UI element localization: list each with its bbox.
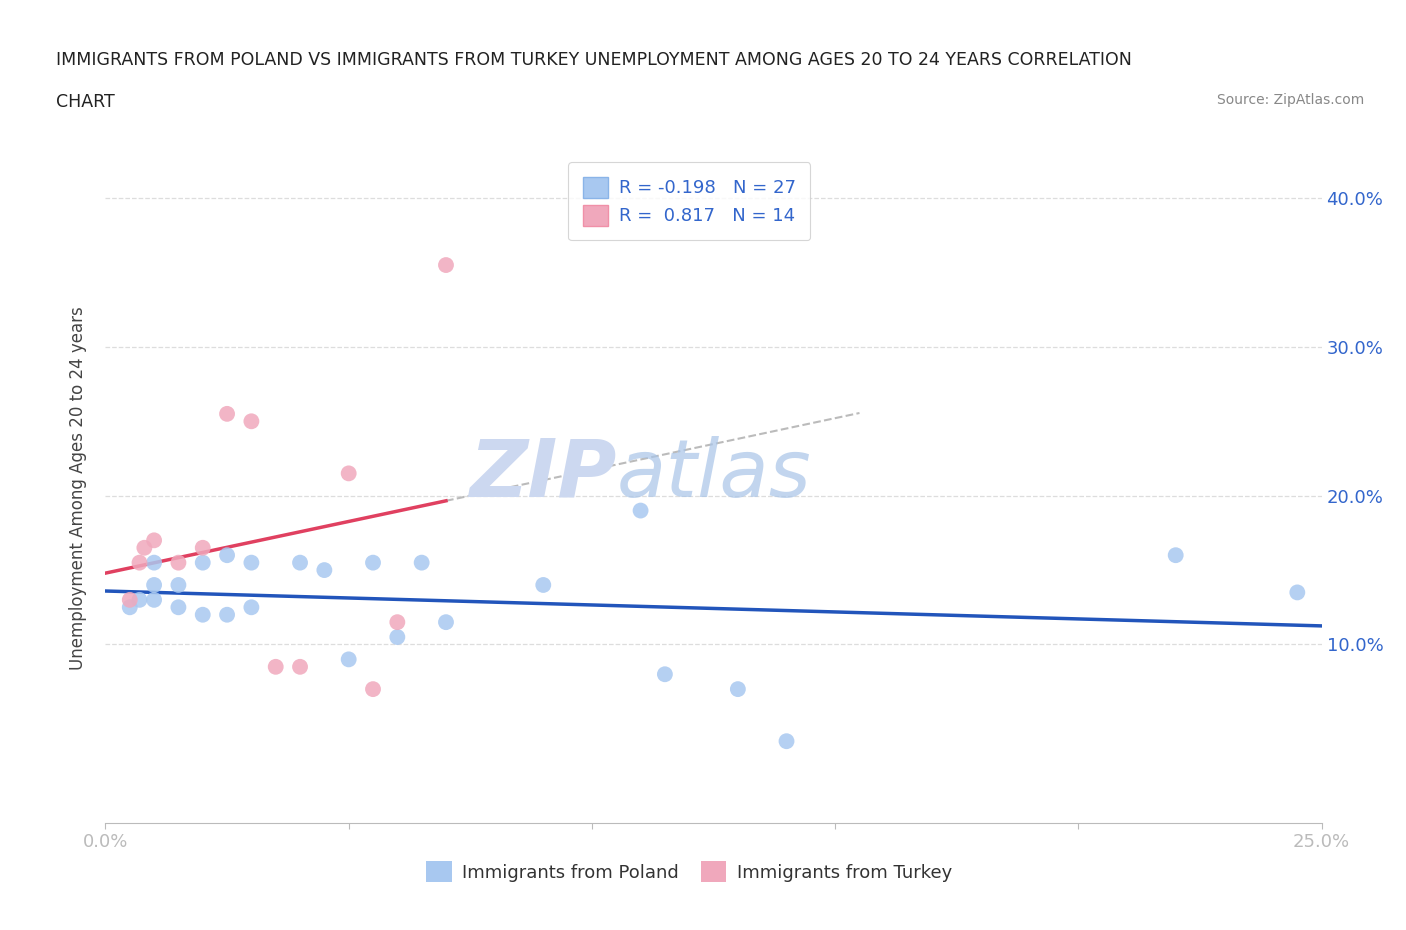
Point	[134, 540, 156, 555]
Point	[240, 555, 263, 570]
Point	[775, 734, 797, 749]
Point	[118, 592, 141, 607]
Point	[240, 600, 263, 615]
Point	[314, 563, 336, 578]
Text: IMMIGRANTS FROM POLAND VS IMMIGRANTS FROM TURKEY UNEMPLOYMENT AMONG AGES 20 TO 2: IMMIGRANTS FROM POLAND VS IMMIGRANTS FRO…	[56, 51, 1132, 69]
Point	[337, 652, 360, 667]
Point	[531, 578, 554, 592]
Point	[191, 555, 214, 570]
Point	[387, 630, 409, 644]
Point	[143, 578, 166, 592]
Y-axis label: Unemployment Among Ages 20 to 24 years: Unemployment Among Ages 20 to 24 years	[69, 306, 87, 671]
Point	[167, 578, 190, 592]
Point	[143, 555, 166, 570]
Point	[240, 414, 263, 429]
Point	[727, 682, 749, 697]
Point	[264, 659, 287, 674]
Point	[1286, 585, 1309, 600]
Point	[288, 555, 311, 570]
Text: Source: ZipAtlas.com: Source: ZipAtlas.com	[1216, 93, 1364, 107]
Point	[128, 592, 150, 607]
Point	[217, 406, 239, 421]
Point	[337, 466, 360, 481]
Point	[143, 592, 166, 607]
Text: atlas: atlas	[616, 436, 811, 514]
Point	[118, 600, 141, 615]
Point	[361, 555, 384, 570]
Point	[167, 555, 190, 570]
Point	[1164, 548, 1187, 563]
Point	[387, 615, 409, 630]
Point	[143, 533, 166, 548]
Point	[128, 555, 150, 570]
Point	[288, 659, 311, 674]
Legend: Immigrants from Poland, Immigrants from Turkey: Immigrants from Poland, Immigrants from …	[418, 852, 962, 891]
Point	[361, 682, 384, 697]
Point	[411, 555, 433, 570]
Text: ZIP: ZIP	[468, 436, 616, 514]
Point	[191, 607, 214, 622]
Point	[434, 258, 457, 272]
Point	[217, 607, 239, 622]
Point	[217, 548, 239, 563]
Point	[434, 615, 457, 630]
Text: CHART: CHART	[56, 93, 115, 111]
Point	[167, 600, 190, 615]
Point	[630, 503, 652, 518]
Point	[191, 540, 214, 555]
Point	[654, 667, 676, 682]
